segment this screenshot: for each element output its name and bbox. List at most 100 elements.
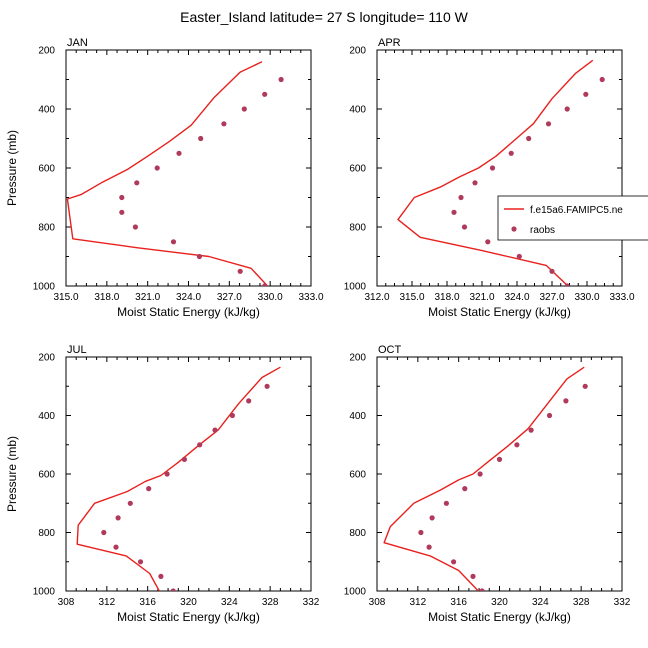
raobs-point	[158, 573, 164, 580]
raobs-point	[528, 427, 534, 433]
panel-title: APR	[378, 37, 401, 49]
x-tick-label: 327.0	[217, 292, 242, 303]
raobs-point	[461, 224, 468, 230]
y-tick-label: 200	[349, 353, 366, 364]
raobs-point	[426, 544, 432, 550]
plot-frame	[65, 356, 312, 592]
y-tick-label: 1000	[344, 282, 367, 293]
figure-title: Easter_Island latitude= 27 S longitude= …	[180, 9, 468, 25]
panel-title: OCT	[378, 344, 402, 356]
raobs-point	[549, 268, 555, 274]
x-tick-label: 328	[262, 597, 279, 608]
panel-title: JAN	[67, 37, 88, 49]
raobs-point	[229, 412, 235, 419]
y-tick-label: 800	[38, 528, 55, 539]
raobs-point	[477, 471, 483, 477]
x-tick-label: 324.0	[176, 292, 201, 303]
model-profile-line	[76, 366, 281, 591]
x-tick-label: 321.0	[469, 292, 494, 303]
x-tick-label: 332	[614, 597, 631, 608]
raobs-point	[264, 383, 270, 389]
raobs-point	[132, 224, 138, 230]
model-profile-line	[383, 366, 585, 591]
x-tick-label: 308	[58, 597, 75, 608]
x-tick-label: 312	[98, 597, 115, 608]
plot-frame	[65, 49, 312, 287]
raobs-point	[470, 573, 476, 580]
x-tick-label: 312	[409, 597, 426, 608]
raobs-point	[563, 398, 569, 404]
raobs-point	[485, 239, 491, 245]
plot-area	[66, 61, 284, 286]
x-axis-label: Moist Static Energy (kJ/kg)	[117, 305, 260, 319]
raobs-point	[198, 135, 204, 142]
chart-panel-jul: JUL 308 312 316 320 324 328 332 200 400 600 800 1000…	[5, 344, 320, 624]
x-tick-label: 316	[450, 597, 467, 608]
raobs-point	[472, 180, 478, 186]
raobs-point	[127, 500, 133, 506]
plot-frame	[376, 49, 623, 287]
legend-dot-swatch	[511, 226, 517, 232]
x-axis-label: Moist Static Energy (kJ/kg)	[428, 610, 571, 624]
x-tick-label: 327.0	[539, 292, 564, 303]
raobs-point	[451, 209, 457, 215]
y-tick-label: 600	[38, 470, 55, 481]
y-tick-label: 400	[349, 411, 366, 422]
raobs-point	[583, 91, 589, 97]
raobs-point	[113, 544, 119, 550]
y-tick-label: 600	[349, 470, 366, 481]
x-tick-label: 320	[180, 597, 197, 608]
panels-group: JAN 315.0 318.0 321.0 324.0 327.0 330.0 333.0 20…	[5, 37, 648, 624]
raobs-point	[197, 442, 203, 448]
x-tick-label: 318.0	[434, 292, 459, 303]
y-axis-label: Pressure (mb)	[5, 436, 19, 512]
raobs-point	[196, 253, 202, 260]
raobs-point	[418, 529, 424, 536]
raobs-point	[262, 283, 268, 286]
raobs-point	[582, 383, 588, 389]
x-tick-label: 318.0	[94, 292, 119, 303]
x-tick-label: 332	[303, 597, 320, 608]
x-tick-label: 330.0	[574, 292, 599, 303]
raobs-point	[599, 76, 605, 83]
y-axis-label: Pressure (mb)	[5, 130, 19, 206]
raobs-point	[514, 442, 520, 448]
model-profile-line	[66, 61, 269, 286]
raobs-point	[458, 194, 464, 201]
y-tick-label: 400	[349, 105, 366, 116]
y-tick-label: 200	[38, 353, 55, 364]
x-tick-label: 330.0	[258, 292, 283, 303]
legend-box	[497, 195, 648, 241]
x-tick-label: 315.0	[53, 292, 78, 303]
raobs-point	[489, 165, 496, 171]
y-tick-label: 800	[349, 223, 366, 234]
raobs-point	[146, 486, 152, 492]
x-axis-label: Moist Static Energy (kJ/kg)	[117, 610, 260, 624]
plot-frame	[376, 356, 623, 592]
x-tick-label: 324	[532, 597, 549, 608]
x-tick-label: 308	[369, 597, 386, 608]
raobs-point	[170, 239, 177, 245]
raobs-point	[154, 165, 160, 171]
raobs-point	[237, 268, 243, 274]
y-tick-label: 1000	[344, 587, 367, 598]
raobs-point	[119, 209, 125, 215]
chart-panel-jan: JAN 315.0 318.0 321.0 324.0 327.0 330.0 333.0 20…	[5, 37, 324, 319]
x-tick-label: 328	[573, 597, 590, 608]
raobs-point	[545, 121, 552, 127]
raobs-point	[221, 121, 227, 127]
y-tick-label: 200	[349, 46, 366, 57]
legend: f.e15a6.FAMIPC5.ne raobs	[497, 195, 648, 241]
y-tick-label: 200	[38, 46, 55, 57]
x-tick-label: 333.0	[609, 292, 634, 303]
y-tick-label: 1000	[33, 282, 56, 293]
raobs-point	[170, 588, 176, 591]
raobs-point	[101, 529, 107, 536]
raobs-point	[516, 253, 522, 260]
plot-area	[397, 59, 605, 286]
plot-area	[76, 366, 281, 591]
raobs-point	[262, 91, 268, 97]
x-tick-label: 316	[139, 597, 156, 608]
raobs-point	[241, 106, 247, 112]
x-axis-label: Moist Static Energy (kJ/kg)	[428, 305, 571, 319]
